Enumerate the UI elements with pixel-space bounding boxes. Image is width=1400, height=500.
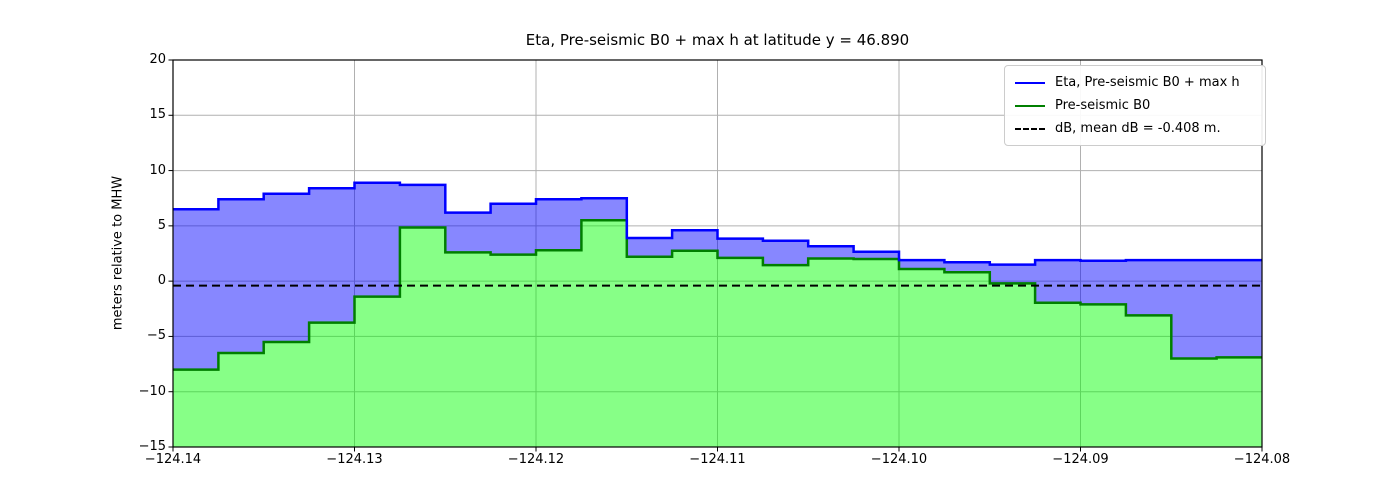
legend-entry-eta: Eta, Pre-seismic B0 + max h [1015,73,1255,92]
y-tick-label: −15 [138,439,166,454]
y-tick-label: 10 [149,162,166,178]
y-tick-label: 0 [157,273,166,289]
legend-label-b0: Pre-seismic B0 [1055,98,1151,113]
x-tick-label: −124.13 [326,452,383,467]
legend-label-db: dB, mean dB = -0.408 m. [1055,121,1221,136]
x-tick-label: −124.12 [507,452,565,467]
y-tick-label: 15 [149,107,166,123]
b0-step-line [173,219,1262,371]
y-tick-label: 20 [149,52,166,67]
green-line-sample-icon [1015,104,1045,107]
legend: Eta, Pre-seismic B0 + max h Pre-seismic … [1004,65,1266,146]
y-tick-label: −5 [146,328,166,344]
dashed-line-sample-icon [1015,127,1045,130]
legend-entry-b0: Pre-seismic B0 [1015,96,1255,115]
blue-line-sample-icon [1015,81,1045,84]
legend-label-eta: Eta, Pre-seismic B0 + max h [1055,75,1240,90]
x-tick-label: −124.11 [689,452,746,467]
chart-title: Eta, Pre-seismic B0 + max h at latitude … [525,31,910,49]
x-tick-label: −124.09 [1052,452,1109,467]
eta-step-line [173,181,1262,266]
legend-entry-db: dB, mean dB = -0.408 m. [1015,119,1255,138]
eta-fill-area [173,182,1262,370]
y-tick-label: −10 [138,383,166,399]
y-tick-label: 5 [157,217,166,233]
x-tick-label: −124.14 [144,452,202,467]
x-tick-label: −124.10 [870,452,928,467]
x-tick-label: −124.08 [1233,452,1291,467]
